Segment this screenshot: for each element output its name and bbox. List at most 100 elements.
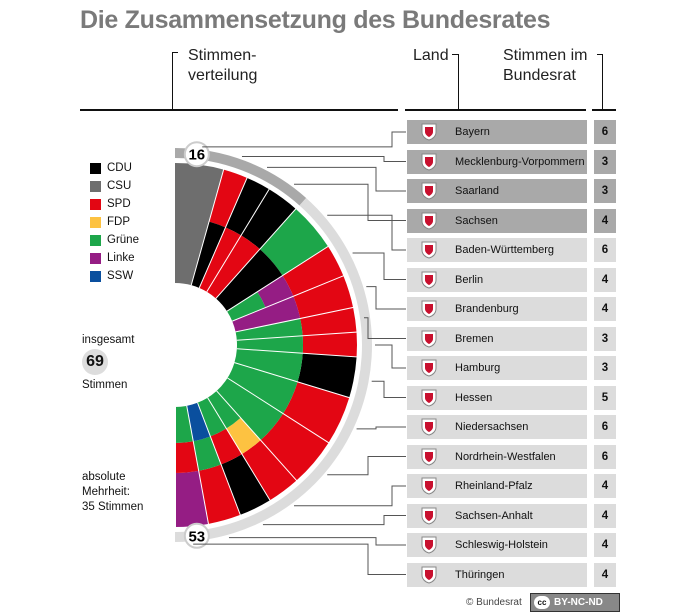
connector-line [375, 344, 406, 369]
wedge-band [227, 292, 266, 322]
majority-line2: Mehrheit: [82, 486, 130, 498]
connector-line [294, 183, 406, 221]
legend-swatch [90, 216, 101, 228]
wedge-band [282, 382, 350, 444]
wedge-band [300, 307, 357, 337]
state-name: Thüringen [455, 568, 505, 581]
wedge-band [197, 397, 226, 437]
wedge-band [198, 464, 240, 524]
total-label: insgesamt [82, 334, 135, 346]
legend-label: CSU [107, 180, 132, 192]
brandenburg-crest-icon [415, 298, 443, 320]
state-row: Thüringen [407, 562, 587, 587]
bremen-crest-icon [415, 328, 443, 350]
legend-item: Grüne [90, 231, 139, 249]
sh-crest-icon [415, 534, 443, 556]
header-bracket-land [458, 54, 459, 110]
legend: CDU CSU SPD FDP Grüne Linke SSW [90, 159, 139, 285]
hamburg-crest-icon [415, 357, 443, 379]
connector-line [262, 515, 406, 526]
wedge-band [192, 436, 221, 471]
wedge-band [234, 349, 303, 383]
wedge-band [175, 441, 199, 473]
connector-line [193, 543, 406, 575]
wedge-band [207, 391, 241, 429]
state-row: Schleswig-Holstein [407, 533, 587, 557]
nrw-crest-icon [415, 446, 443, 468]
legend-label: Grüne [107, 234, 139, 246]
state-row: Hessen [407, 385, 587, 410]
state-row: Saarland [407, 179, 587, 203]
legend-swatch [90, 198, 101, 210]
state-name: Sachsen-Anhalt [455, 509, 533, 522]
niedersachsen-crest-icon [415, 416, 443, 438]
wedge-band [175, 163, 225, 286]
wedge-band [297, 353, 357, 399]
state-votes: 4 [594, 474, 616, 498]
state-votes: 3 [594, 179, 616, 203]
state-votes: 3 [594, 356, 616, 380]
header-bracket-votes [602, 54, 603, 110]
wedge-band [216, 378, 283, 441]
state-votes: 6 [594, 444, 616, 469]
majority-line3: 35 Stimmen [82, 501, 144, 513]
state-votes: 4 [594, 208, 616, 233]
majority-text: absolute Mehrheit: 35 Stimmen [82, 470, 143, 515]
sachsen-crest-icon [415, 210, 443, 232]
copyright: © Bundesrat [466, 597, 522, 608]
wedge-band [186, 402, 210, 442]
state-name: Hamburg [455, 362, 501, 374]
connector-line [364, 317, 406, 339]
state-row: Sachsen-Anhalt [407, 503, 587, 528]
state-name: Bayern [455, 126, 490, 138]
state-votes: 4 [594, 297, 616, 321]
header-distribution-line2: verteilung [188, 67, 258, 84]
total-badge: 69 [82, 349, 108, 375]
cc-icon: cc [534, 596, 550, 609]
wedge-band [191, 221, 226, 289]
state-votes: 6 [594, 238, 616, 262]
marker-16: 16 [188, 147, 205, 164]
majority-line1: absolute [82, 471, 126, 483]
state-row: Baden-Württemberg [407, 238, 587, 262]
state-name: Bremen [455, 332, 494, 345]
connector-line [294, 485, 406, 507]
sachsen-anhalt-crest-icon [415, 505, 443, 527]
connector-line [356, 426, 406, 430]
connector-line [371, 380, 406, 398]
wedge-band [216, 249, 283, 312]
legend-swatch [90, 252, 101, 264]
header-votes-line2: Bundesrat [503, 67, 576, 84]
header-bracket-land-tick [452, 54, 458, 55]
wedge-band [293, 276, 354, 319]
state-votes: 3 [594, 149, 616, 174]
header-rule-distribution [80, 109, 398, 111]
wedge-band [260, 413, 329, 481]
state-votes: 3 [594, 326, 616, 351]
state-votes: 4 [594, 267, 616, 292]
header-land: Land [413, 47, 449, 64]
wedge-band [232, 296, 301, 333]
marker-53-circle [183, 522, 210, 549]
state-row: Mecklenburg-Vorpommern [407, 149, 587, 174]
state-row: Nordrhein-Westfalen [407, 444, 587, 469]
wedge-separator [196, 402, 242, 517]
hessen-crest-icon [415, 387, 443, 409]
license-text: BY-NC-ND [554, 597, 603, 608]
header-bracket-distribution [172, 52, 173, 110]
copyright-text: © Bundesrat [466, 597, 522, 608]
connector-line [366, 286, 406, 310]
wedge-separator [198, 176, 249, 289]
thueringen-crest-icon [415, 564, 443, 586]
saarland-crest-icon [415, 180, 443, 202]
legend-swatch [90, 270, 101, 282]
wedge-band [225, 178, 270, 236]
wedge-band [302, 332, 357, 358]
state-name: Berlin [455, 273, 484, 286]
wedge-band [175, 405, 193, 443]
wedge-band [175, 470, 208, 527]
state-row: Brandenburg [407, 297, 587, 321]
berlin-crest-icon [415, 269, 443, 291]
wedge-band [241, 440, 297, 501]
state-row: Niedersachsen [407, 415, 587, 439]
